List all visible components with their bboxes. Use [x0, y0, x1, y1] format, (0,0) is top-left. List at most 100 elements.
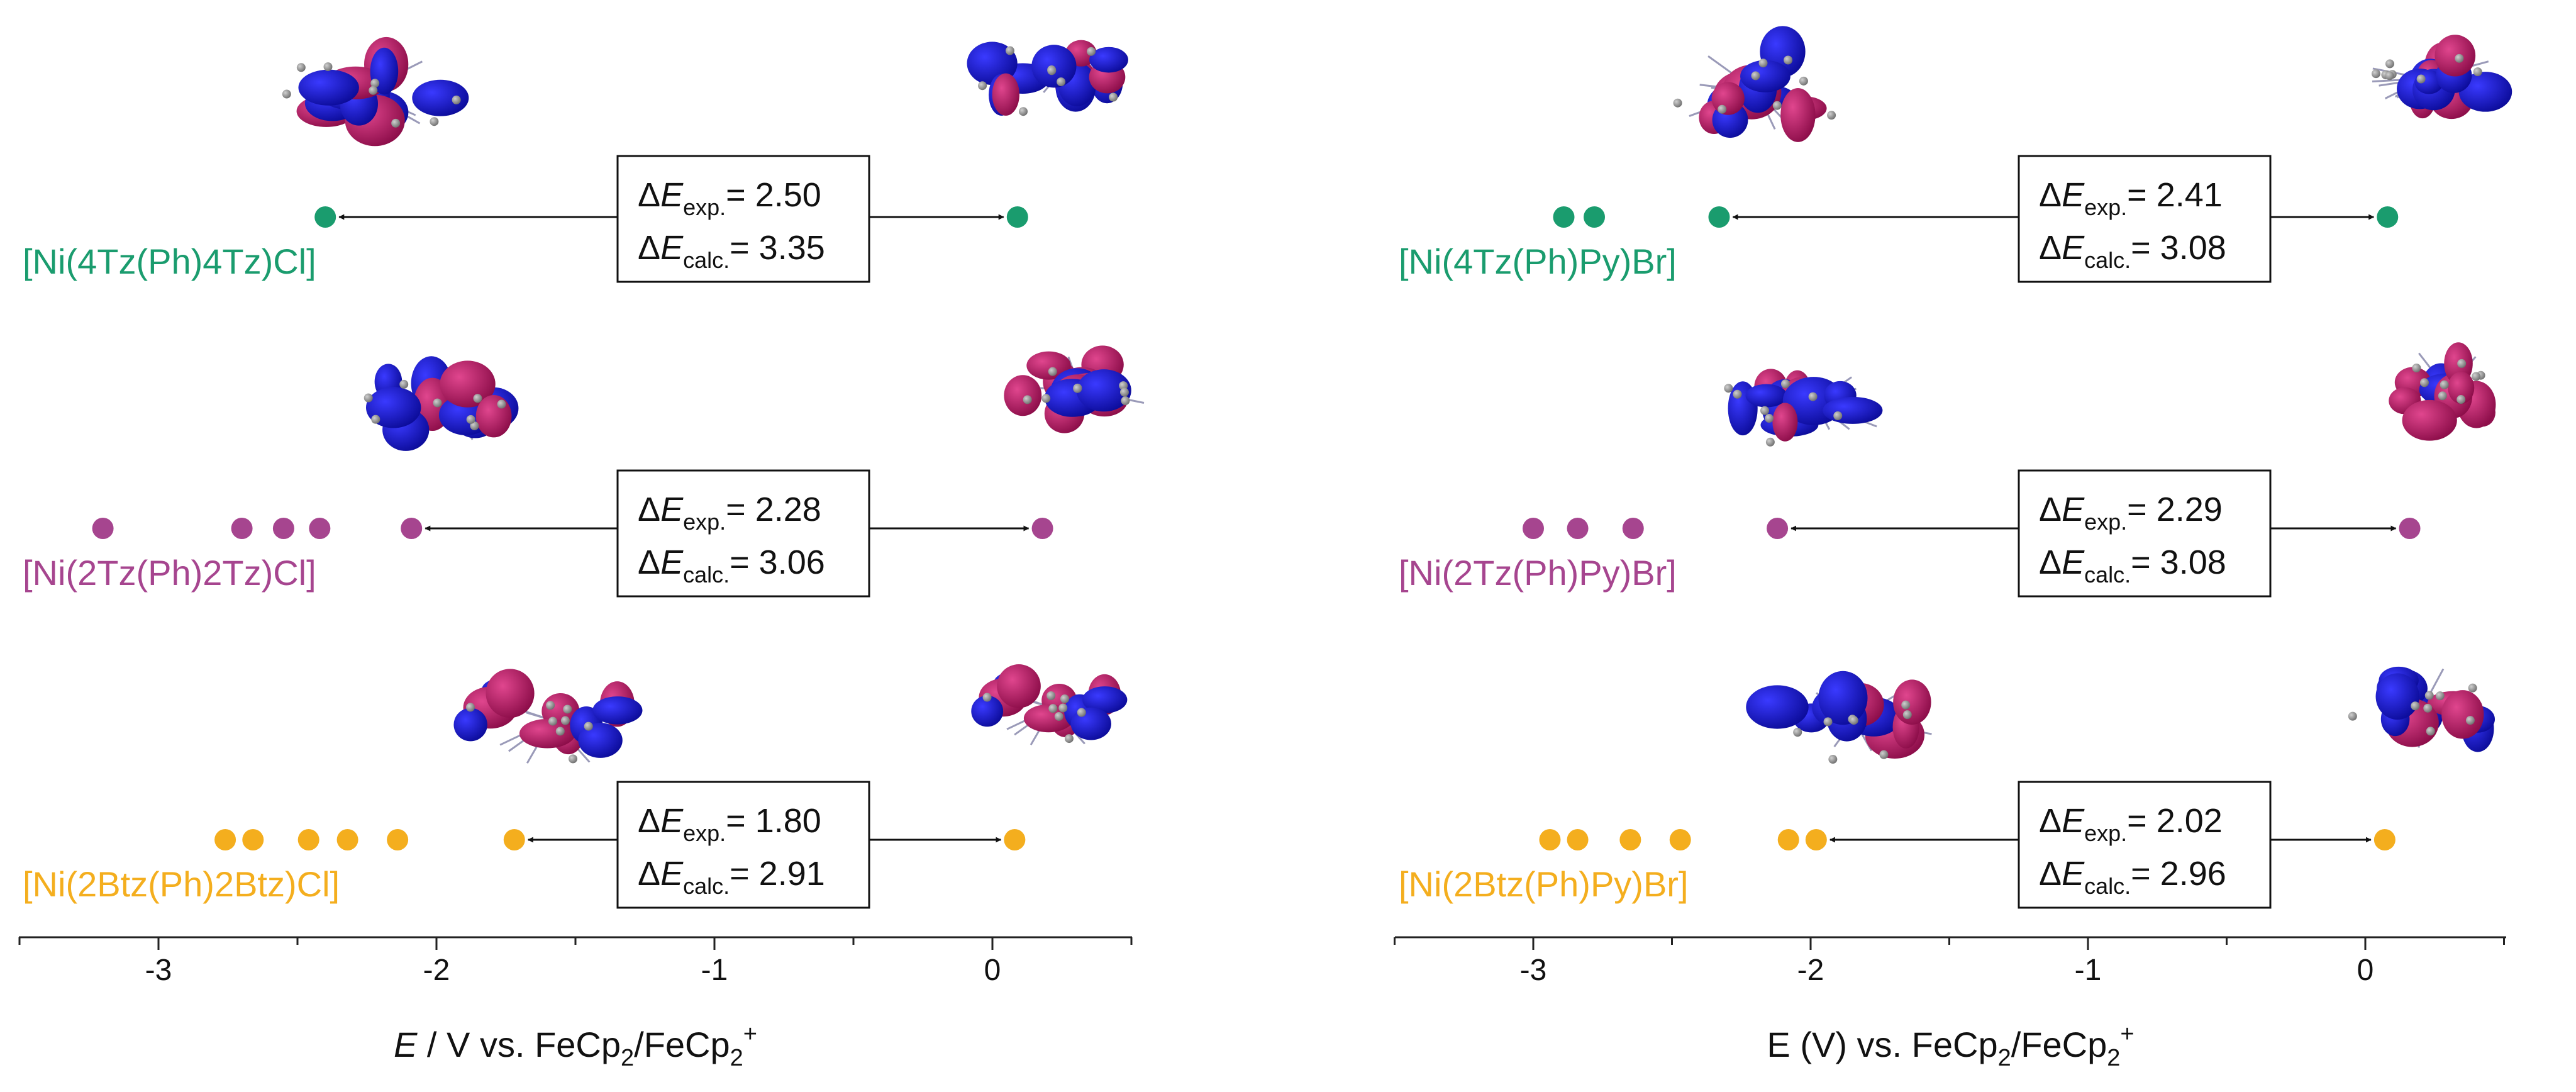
atom — [2423, 703, 2433, 713]
atom — [1087, 47, 1096, 56]
atom — [982, 693, 992, 702]
atom — [546, 701, 555, 710]
mo-lobe — [2375, 673, 2419, 720]
mo-lobe — [1076, 369, 1131, 412]
atom — [1077, 708, 1086, 717]
atom — [2426, 727, 2435, 736]
reduction-point — [1539, 829, 1561, 850]
oxidation-point — [1006, 206, 1028, 228]
atom — [1765, 414, 1774, 423]
atom — [1902, 710, 1912, 720]
compound-label: [Ni(2Tz(Ph)2Tz)Cl] — [23, 553, 316, 593]
delta-e-exp: ΔEexp.= 2.28 — [638, 491, 821, 535]
delta-e-box — [2018, 155, 2272, 283]
atom — [1047, 66, 1057, 75]
mo-lobe — [486, 669, 535, 718]
atom — [1758, 58, 1768, 68]
atom — [1828, 755, 1838, 764]
tick-label: 0 — [2357, 954, 2374, 987]
mo-lobe — [298, 69, 359, 106]
mo-lobe — [2402, 399, 2457, 441]
atom — [1823, 717, 1833, 727]
atom — [568, 754, 577, 764]
tick-label: -2 — [423, 954, 450, 987]
mo-lobe — [1026, 351, 1071, 380]
mo-lobe — [2458, 72, 2512, 112]
atom — [1054, 711, 1063, 721]
atom — [584, 722, 593, 731]
tick-label: -2 — [1797, 954, 1824, 987]
atom — [2457, 395, 2466, 404]
compound-label: [Ni(2Btz(Ph)2Btz)Cl] — [23, 864, 340, 904]
atom — [466, 415, 475, 424]
tick-label: -1 — [2075, 954, 2102, 987]
atom — [473, 394, 482, 403]
atom — [548, 716, 557, 726]
atom — [1046, 691, 1056, 701]
reduction-point — [214, 829, 236, 850]
atom — [1808, 392, 1818, 401]
mo-lobe — [1818, 671, 1868, 725]
compound-label: [Ni(4Tz(Ph)4Tz)Cl] — [23, 242, 316, 281]
mo-lobe — [1772, 403, 1798, 442]
reduction-point — [1523, 518, 1544, 539]
atom — [2419, 378, 2429, 387]
delta-e-exp: ΔEexp.= 2.50 — [638, 176, 821, 220]
atom — [1673, 98, 1682, 108]
chart-panel-right: -3 -2 -1 0 E (V) vs. FeCp2/FeCp2+ [Ni(4Tz(Ph)… — [1394, 26, 2512, 1071]
mo-lobe — [1004, 375, 1042, 416]
atom — [452, 95, 461, 104]
atom — [1073, 384, 1082, 393]
orbital-homo — [2389, 342, 2496, 441]
oxidation-point — [2377, 206, 2399, 228]
mo-lobe — [1082, 686, 1128, 713]
atom — [364, 393, 373, 403]
atom — [2385, 71, 2394, 81]
mo-lobe — [992, 73, 1019, 116]
delta-e-calc: ΔEcalc.= 3.35 — [638, 229, 825, 273]
reduction-point — [1622, 518, 1644, 539]
atom — [1060, 694, 1069, 703]
series-orange: [Ni(2Btz(Ph)Py)Br] ΔEexp.= 2.02 ΔEcalc.= 2… — [1399, 666, 2496, 909]
reduction-point — [1584, 206, 1606, 228]
atom — [1733, 389, 1742, 399]
atom — [1760, 406, 1769, 415]
atom — [978, 81, 987, 91]
mo-lobe — [1780, 88, 1816, 142]
delta-e-box — [616, 781, 870, 909]
series-green: [Ni(4Tz(Ph)Py)Br] ΔEexp.= 2.41 ΔEcalc.= 3.… — [1399, 26, 2512, 283]
atom — [323, 62, 333, 72]
mo-lobe — [412, 79, 469, 116]
atom — [465, 703, 475, 712]
atom — [1793, 728, 1802, 737]
atom — [1019, 107, 1028, 116]
atom — [1784, 55, 1793, 65]
mo-lobe — [1711, 82, 1745, 115]
atom — [2435, 691, 2445, 701]
atom — [296, 63, 306, 72]
atom — [2424, 691, 2434, 700]
orbital-homo — [1004, 345, 1145, 433]
mo-lobe — [1089, 47, 1128, 73]
atom — [2348, 711, 2357, 721]
delta-e-calc: ΔEcalc.= 3.08 — [2039, 229, 2226, 273]
mo-lobe — [519, 718, 575, 749]
mo-lobe — [2434, 35, 2476, 77]
oxidation-point — [2399, 518, 2421, 539]
atom — [1119, 387, 1129, 397]
delta-e-calc: ΔEcalc.= 2.96 — [2039, 855, 2226, 899]
reduction-point — [314, 206, 336, 228]
delta-e-box — [616, 155, 870, 283]
delta-e-calc: ΔEcalc.= 3.06 — [638, 543, 825, 588]
orbital-lumo — [453, 669, 643, 764]
reduction-point — [242, 829, 264, 850]
atom — [2468, 683, 2477, 693]
orbital-homo — [2348, 666, 2496, 752]
atom — [369, 86, 378, 95]
atom — [1048, 704, 1058, 713]
atom — [1799, 76, 1808, 86]
reduction-point — [1708, 206, 1730, 228]
tick-label: -3 — [1520, 954, 1547, 987]
orbital-lumo — [364, 356, 519, 451]
mo-lobe — [997, 664, 1041, 708]
